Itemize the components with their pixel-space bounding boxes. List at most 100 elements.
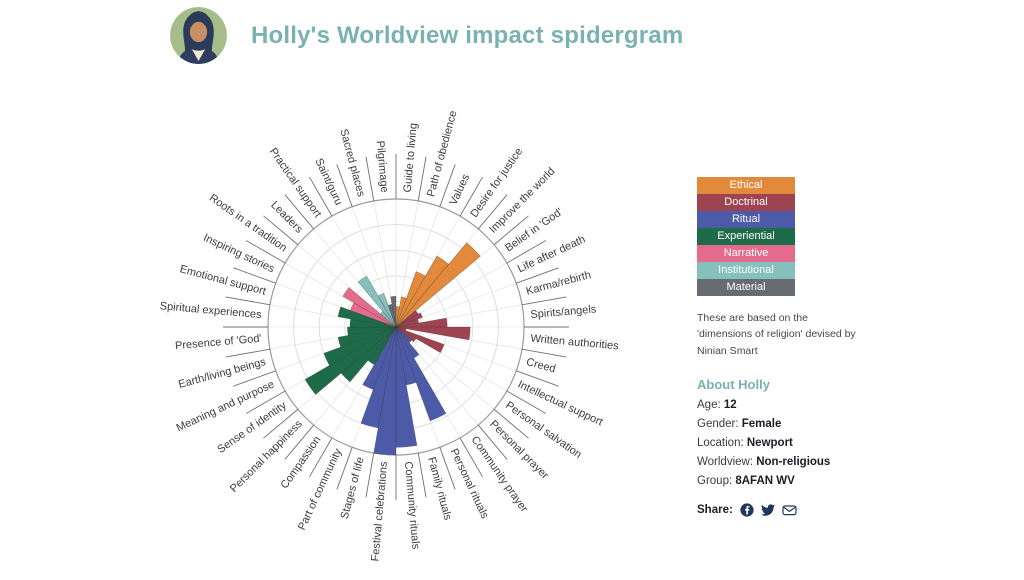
field-value: 12 — [723, 398, 737, 411]
axis-tick-line — [477, 194, 508, 230]
axis-tick-line — [365, 452, 375, 498]
field-value: 8AFAN WV — [735, 474, 795, 487]
legend-item-material: Material — [697, 279, 795, 296]
about-field-group: Group: 8AFAN WV — [697, 475, 872, 487]
field-value: Newport — [746, 436, 793, 449]
legend-item-ritual: Ritual — [697, 211, 795, 228]
chart-wedge-roots-in-a-tradition[interactable] — [342, 287, 397, 328]
field-label: Location: — [697, 436, 747, 449]
axis-tick-line — [336, 164, 353, 207]
chart-wedge-karma-rebirth[interactable] — [395, 318, 420, 328]
field-label: Age: — [697, 398, 724, 411]
chart-axis-label: Karma/rebirth — [525, 269, 592, 298]
chart-wedge-community-prayer[interactable] — [395, 326, 420, 359]
axis-tick-line — [417, 452, 427, 498]
axis-tick-line — [439, 447, 456, 490]
chart-wedge-personal-rituals[interactable] — [395, 326, 447, 422]
radial-gridline — [297, 244, 397, 328]
legend-item-narrative: Narrative — [697, 245, 795, 262]
chart-wedge-pilgrimage[interactable] — [390, 295, 397, 328]
chart-wedge-community-rituals[interactable] — [395, 326, 418, 448]
chart-wedge-belief-in-god-[interactable] — [395, 310, 419, 328]
chart-wedge-practical-support[interactable] — [357, 275, 397, 328]
radial-gridline — [395, 326, 495, 410]
about-heading: About Holly — [697, 376, 770, 392]
axis-tick-line — [493, 408, 529, 439]
chart-axis-label: Written authorities — [530, 333, 620, 353]
axis-tick-line — [284, 194, 315, 230]
chart-wedge-meaning-and-purpose[interactable] — [323, 326, 397, 366]
chart-wedge-presence-of-god-[interactable] — [347, 326, 397, 336]
chart-axis-label: Spiritual experiences — [159, 300, 262, 321]
chart-wedge-written-authorities[interactable] — [395, 326, 471, 341]
chart-wedge-creed[interactable] — [395, 326, 407, 331]
radial-gridline — [395, 262, 508, 328]
twitter-share-icon[interactable] — [760, 503, 775, 517]
chart-wedge-part-of-community[interactable] — [362, 326, 397, 390]
chart-wedge-intellectual-support[interactable] — [395, 326, 445, 354]
chart-wedge-earth-living-beings[interactable] — [337, 326, 397, 348]
axis-tick-line — [417, 156, 427, 202]
chart-wedge-personal-happiness[interactable] — [340, 326, 397, 383]
field-value: Female — [741, 417, 782, 430]
chart-wedge-sacred-places[interactable] — [387, 303, 397, 328]
email-share-icon[interactable] — [782, 503, 797, 517]
chart-wedge-inspiring-stories[interactable] — [349, 302, 397, 328]
about-field-age: Age: 12 — [697, 399, 872, 411]
chart-wedge-personal-salvation[interactable] — [395, 326, 417, 343]
field-label: Worldview: — [697, 455, 757, 468]
axis-tick-line — [245, 390, 286, 414]
chart-axis-label: Festival celebrations — [369, 460, 390, 561]
chart-axis-label: Creed — [525, 356, 557, 375]
share-label: Share: — [697, 503, 733, 516]
legend-item-institutional: Institutional — [697, 262, 795, 279]
chart-legend: Ethical Doctrinal Ritual Experiential Narrat… — [697, 177, 795, 296]
radial-gridline — [395, 326, 523, 350]
axis-tick-line — [516, 370, 559, 387]
radial-gridline — [313, 326, 397, 426]
facebook-share-icon[interactable] — [740, 503, 754, 517]
chart-axis-label: Spirits/angels — [530, 303, 597, 321]
axis-tick-line — [477, 424, 508, 460]
axis-tick-line — [521, 296, 567, 306]
chart-wedge-spirits-angels[interactable] — [395, 317, 448, 328]
axis-tick-line — [521, 348, 567, 358]
about-field-gender: Gender: Female — [697, 418, 872, 430]
chart-wedge-festival-celebrations[interactable] — [373, 326, 397, 456]
about-field-location: Location: Newport — [697, 437, 872, 449]
side-panel: Ethical Doctrinal Ritual Experiential Narrat… — [697, 177, 872, 517]
axis-tick-line — [459, 437, 483, 478]
chart-wedge-improve-the-world[interactable] — [395, 242, 481, 328]
legend-item-ethical: Ethical — [697, 177, 795, 194]
field-value: Non-religious — [756, 455, 831, 468]
radial-gridline — [331, 215, 397, 328]
chart-wedge-values[interactable] — [395, 271, 426, 328]
avatar-icon — [170, 7, 227, 64]
axis-tick-line — [233, 267, 276, 284]
about-field-worldview: Worldview: Non-religious — [697, 456, 872, 468]
chart-axis-label: Saint/guru — [312, 157, 344, 208]
avatar — [170, 7, 227, 64]
header: Holly's Worldview impact spidergram — [170, 7, 683, 64]
chart-wedge-sense-of-identity[interactable] — [304, 326, 397, 395]
chart-wedge-life-after-death[interactable] — [395, 312, 423, 328]
axis-tick-line — [365, 156, 375, 202]
axis-tick-line — [263, 215, 299, 246]
chart-wedge-emotional-support[interactable] — [337, 306, 397, 328]
axis-tick-line — [309, 437, 333, 478]
chart-axis-label: Sacred places — [337, 128, 367, 199]
chart-wedge-spiritual-experiences[interactable] — [349, 318, 397, 328]
axis-tick-line — [459, 176, 483, 217]
chart-axis-label: Pilgrimage — [374, 140, 390, 193]
page-title: Holly's Worldview impact spidergram — [251, 21, 684, 49]
chart-wedge-saint-guru[interactable] — [377, 292, 397, 328]
share-row: Share: — [697, 503, 872, 517]
chart-wedge-stages-of-life[interactable] — [360, 326, 397, 429]
chart-axis-label: Stages of life — [339, 456, 367, 521]
chart-wedge-path-of-obedience[interactable] — [395, 296, 407, 328]
radial-gridline — [395, 326, 479, 426]
legend-caption: These are based on the 'dimensions of re… — [697, 312, 856, 357]
chart-wedge-compassion[interactable] — [367, 326, 397, 366]
axis-tick-line — [233, 370, 276, 387]
